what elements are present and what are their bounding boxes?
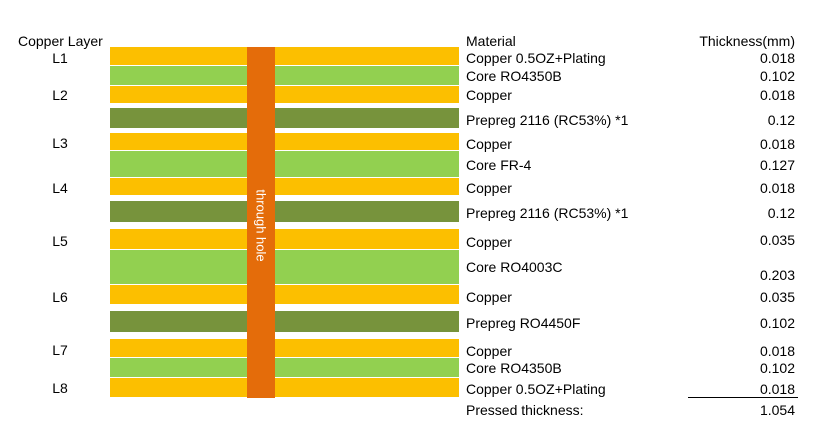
copper-layer-header: Copper Layer <box>18 33 103 49</box>
through-hole-via <box>247 47 275 398</box>
layer-bar-copper <box>110 378 459 397</box>
layer-bar-prepreg <box>110 201 459 222</box>
thickness-value: 0.018 <box>759 180 795 196</box>
thickness-value: 0.035 <box>759 232 795 248</box>
thickness-value: 0.102 <box>759 315 795 331</box>
copper-layer-label: L4 <box>52 180 68 196</box>
thickness-value: 0.035 <box>759 289 795 305</box>
material-name: Prepreg RO4450F <box>466 315 581 331</box>
thickness-value: 0.018 <box>759 87 795 103</box>
copper-layer-label: L6 <box>52 289 68 305</box>
thickness-value: 0.102 <box>759 68 795 84</box>
material-name: Core RO4350B <box>466 68 562 84</box>
thickness-value: 0.127 <box>759 157 795 173</box>
material-name: Prepreg 2116 (RC53%) *1 <box>466 205 629 221</box>
material-name: Copper <box>466 136 512 152</box>
layer-bar-core <box>110 66 459 85</box>
material-name: Copper <box>466 180 512 196</box>
layer-bar-copper <box>110 86 459 103</box>
total-rule <box>688 397 798 398</box>
via-label-wrap: through hole <box>247 180 275 270</box>
material-name: Copper 0.5OZ+Plating <box>466 381 606 397</box>
pressed-thickness-value: 1.054 <box>759 402 795 418</box>
thickness-value: 0.018 <box>759 50 795 66</box>
material-name: Copper <box>466 289 512 305</box>
layer-bar-copper <box>110 285 459 304</box>
thickness-header: Thickness(mm) <box>699 33 795 49</box>
layer-bar-core <box>110 151 459 177</box>
copper-layer-label: L7 <box>52 342 68 358</box>
layer-bar-core <box>110 250 459 284</box>
thickness-value: 0.203 <box>759 267 795 283</box>
layer-bar-core <box>110 358 459 377</box>
layer-bar-copper <box>110 133 459 150</box>
thickness-value: 0.12 <box>767 205 795 221</box>
material-header: Material <box>466 33 516 49</box>
layer-bar-prepreg <box>110 108 459 128</box>
material-name: Copper <box>466 234 512 250</box>
thickness-value: 0.102 <box>759 360 795 376</box>
material-name: Copper <box>466 87 512 103</box>
material-name: Core FR-4 <box>466 157 532 173</box>
material-name: Core RO4003C <box>466 259 563 275</box>
pressed-thickness-label: Pressed thickness: <box>466 402 584 418</box>
thickness-value: 0.018 <box>759 343 795 359</box>
copper-layer-label: L2 <box>52 87 68 103</box>
material-name: Prepreg 2116 (RC53%) *1 <box>466 112 629 128</box>
via-label: through hole <box>253 188 269 262</box>
copper-layer-label: L1 <box>52 50 68 66</box>
layer-bar-prepreg <box>110 311 459 332</box>
material-name: Core RO4350B <box>466 360 562 376</box>
copper-layer-label: L3 <box>52 135 68 151</box>
thickness-value: 0.12 <box>767 112 795 128</box>
layer-bar-copper <box>110 178 459 195</box>
copper-layer-label: L5 <box>52 233 68 249</box>
thickness-value: 0.018 <box>759 381 795 397</box>
layer-bar-copper <box>110 47 459 65</box>
material-name: Copper 0.5OZ+Plating <box>466 50 606 66</box>
thickness-value: 0.018 <box>759 136 795 152</box>
material-name: Copper <box>466 343 512 359</box>
layer-bar-copper <box>110 339 459 357</box>
layer-bar-copper <box>110 229 459 249</box>
copper-layer-label: L8 <box>52 380 68 396</box>
